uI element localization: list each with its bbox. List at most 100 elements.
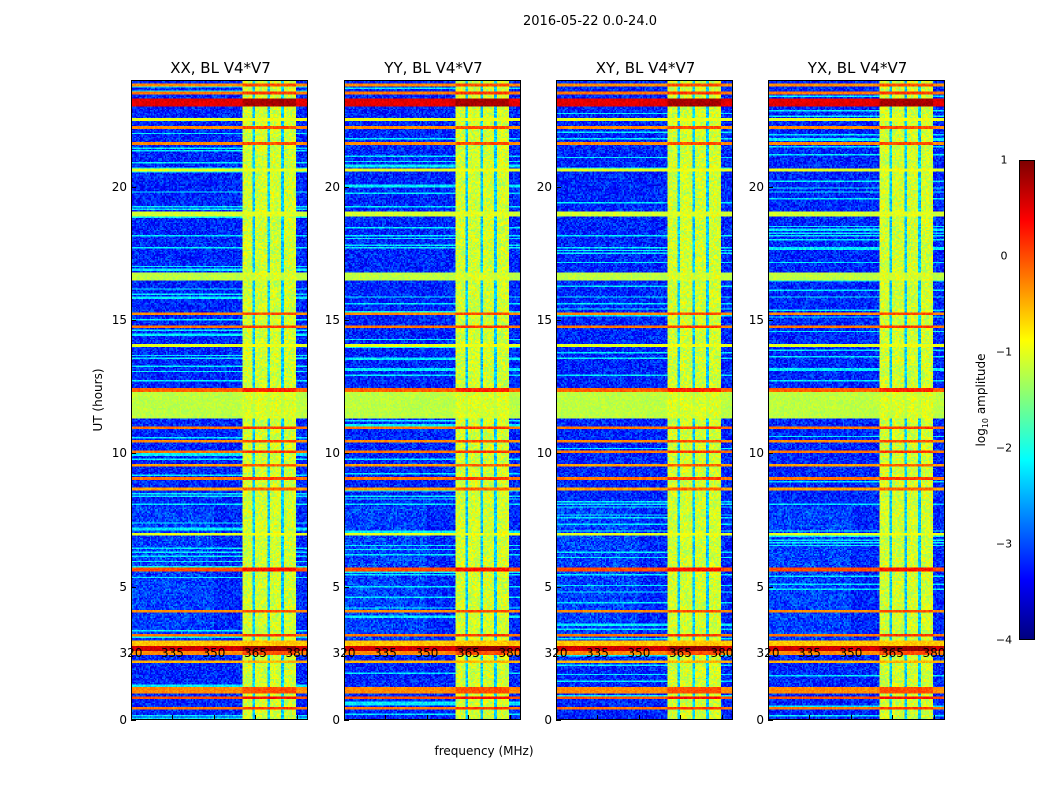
x-tick-mark (680, 715, 682, 720)
y-tick-mark (556, 586, 561, 588)
y-tick-mark (131, 186, 136, 188)
colorbar-tick-label: 1 (1000, 153, 1008, 167)
x-tick-label: 335 (586, 646, 609, 660)
x-tick-mark (509, 715, 511, 720)
colorbar-tick-label: −4 (995, 633, 1013, 647)
y-tick-mark (556, 453, 561, 455)
x-tick-label: 365 (669, 646, 692, 660)
y-tick-label: 5 (119, 579, 127, 594)
y-tick-label: 5 (544, 579, 552, 594)
y-tick-label: 5 (756, 579, 764, 594)
x-axis-label: frequency (MHz) (434, 744, 534, 758)
colorbar-tick-label: 0 (1000, 249, 1008, 263)
y-tick-label: 20 (748, 179, 764, 194)
y-tick-mark (131, 453, 136, 455)
x-tick-label: 350 (839, 646, 863, 660)
y-tick-mark (344, 186, 349, 188)
y-tick-label: 15 (536, 313, 552, 327)
x-tick-mark (721, 715, 723, 720)
waterfall-panel: XY, BL V4*V7 (556, 59, 733, 720)
x-tick-mark (296, 715, 298, 720)
x-tick-label: 335 (798, 646, 821, 660)
x-tick-mark (255, 715, 257, 720)
y-tick-mark (131, 320, 136, 321)
x-tick-label: 320 (756, 646, 780, 660)
y-tick-label: 0 (544, 713, 552, 727)
x-tick-mark (556, 715, 557, 720)
y-tick-label: 0 (756, 713, 764, 727)
x-tick-mark (131, 715, 132, 720)
x-tick-mark (426, 715, 428, 720)
heatmap-image (132, 81, 307, 719)
x-tick-label: 350 (627, 646, 651, 660)
x-tick-mark (597, 715, 599, 720)
y-tick-mark (344, 320, 349, 321)
x-tick-mark (172, 715, 174, 720)
x-tick-mark (850, 715, 852, 720)
y-tick-label: 10 (111, 446, 127, 461)
x-tick-mark (809, 715, 811, 720)
waterfall-panel: XX, BL V4*V7 (131, 59, 308, 720)
x-tick-label: 380 (922, 646, 946, 660)
x-tick-label: 320 (544, 646, 568, 660)
x-tick-label: 380 (710, 646, 734, 660)
y-tick-mark (768, 453, 773, 455)
x-tick-mark (638, 715, 640, 720)
y-tick-mark (768, 586, 773, 588)
y-tick-label: 15 (324, 313, 340, 327)
x-tick-label: 335 (161, 646, 184, 660)
y-tick-mark (344, 586, 349, 588)
y-tick-label: 10 (324, 446, 340, 461)
colorbar-tick-label: −1 (995, 345, 1013, 359)
y-tick-mark (556, 186, 561, 188)
colorbar-tick-label: −3 (995, 537, 1013, 551)
y-axis-label: UT (hours) (91, 368, 105, 432)
y-tick-label: 10 (748, 446, 764, 461)
x-tick-label: 320 (332, 646, 356, 660)
y-tick-mark (556, 320, 561, 321)
x-tick-mark (213, 715, 215, 720)
colorbar (1019, 160, 1035, 640)
x-tick-mark (385, 715, 387, 720)
y-tick-mark (344, 453, 349, 455)
colorbar-tick-label: −2 (995, 441, 1013, 455)
heatmap-image (557, 81, 732, 719)
x-tick-label: 320 (119, 646, 143, 660)
y-tick-mark (768, 320, 773, 321)
heatmap-image (345, 81, 520, 719)
y-tick-mark (556, 720, 561, 721)
y-tick-label: 5 (332, 579, 340, 594)
y-tick-label: 20 (536, 179, 552, 194)
y-tick-label: 15 (748, 313, 764, 327)
x-tick-label: 350 (202, 646, 226, 660)
x-tick-mark (892, 715, 894, 720)
x-tick-mark (768, 715, 769, 720)
x-tick-mark (468, 715, 470, 720)
y-tick-mark (344, 720, 349, 721)
waterfall-panel: YY, BL V4*V7 (344, 59, 521, 720)
panel-title: YX, BL V4*V7 (807, 59, 908, 77)
y-tick-mark (768, 720, 773, 721)
x-tick-label: 335 (374, 646, 397, 660)
x-tick-label: 380 (285, 646, 309, 660)
panel-title: XY, BL V4*V7 (595, 59, 696, 77)
y-tick-label: 0 (119, 713, 127, 727)
panel-title: XX, BL V4*V7 (170, 59, 271, 77)
y-tick-label: 10 (536, 446, 552, 461)
y-tick-label: 20 (111, 179, 127, 194)
waterfall-panel: YX, BL V4*V7 (768, 59, 945, 720)
y-tick-mark (131, 720, 136, 721)
y-tick-mark (131, 586, 136, 588)
x-tick-label: 365 (457, 646, 480, 660)
x-tick-label: 350 (415, 646, 439, 660)
x-tick-label: 365 (244, 646, 267, 660)
colorbar-label: log10 amplitude (973, 353, 991, 447)
x-tick-label: 380 (498, 646, 522, 660)
y-tick-label: 15 (111, 313, 127, 327)
y-tick-label: 20 (324, 179, 340, 194)
y-tick-mark (768, 186, 773, 188)
heatmap-image (769, 81, 944, 719)
x-tick-mark (344, 715, 345, 720)
x-tick-mark (933, 715, 935, 720)
